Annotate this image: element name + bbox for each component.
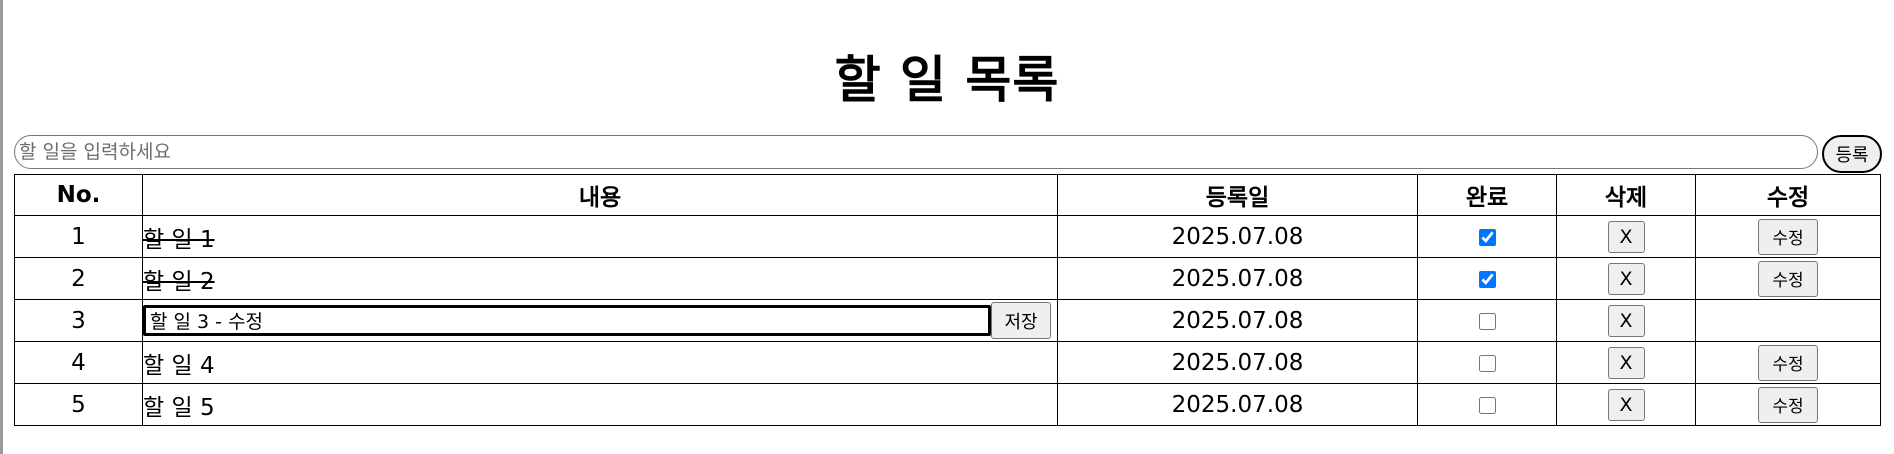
- table-header-row: No. 내용 등록일 완료 삭제 수정: [14, 174, 1881, 216]
- row-number: 5: [14, 383, 143, 426]
- edit-cell: 수정: [1695, 383, 1881, 426]
- edit-form: 저장: [143, 300, 1057, 341]
- todo-text: 할 일 2: [143, 268, 215, 295]
- header-content: 내용: [142, 174, 1058, 216]
- table-row: 5 할 일 5 2025.07.08 X 수정: [14, 383, 1881, 426]
- todo-text: 할 일 1: [143, 226, 215, 253]
- delete-cell: X: [1556, 383, 1696, 426]
- row-number: 1: [14, 215, 143, 258]
- delete-cell: X: [1556, 299, 1696, 342]
- edit-button[interactable]: 수정: [1758, 344, 1818, 381]
- done-checkbox[interactable]: [1478, 396, 1496, 414]
- edit-cell: 수정: [1695, 257, 1881, 300]
- header-date: 등록일: [1057, 174, 1418, 216]
- delete-button[interactable]: X: [1607, 262, 1645, 295]
- row-number: 4: [14, 341, 143, 384]
- table-row: 4 할 일 4 2025.07.08 X 수정: [14, 341, 1881, 384]
- table-row: 1 할 일 1 2025.07.08 X 수정: [14, 215, 1881, 258]
- header-no: No.: [14, 174, 143, 216]
- done-checkbox[interactable]: [1478, 312, 1496, 330]
- done-cell: [1417, 341, 1557, 384]
- todo-text: 할 일 4: [143, 352, 215, 379]
- edit-button[interactable]: 수정: [1758, 260, 1818, 297]
- done-checkbox[interactable]: [1478, 228, 1496, 246]
- row-number: 3: [14, 299, 143, 342]
- delete-cell: X: [1556, 257, 1696, 300]
- delete-cell: X: [1556, 341, 1696, 384]
- todo-text-cell: 할 일 5: [142, 383, 1058, 426]
- registered-date: 2025.07.08: [1057, 299, 1418, 342]
- edit-button[interactable]: 수정: [1758, 218, 1818, 255]
- edit-todo-input[interactable]: [143, 305, 991, 336]
- todo-table: No. 내용 등록일 완료 삭제 수정 1 할 일 1 2025.07.08 X…: [14, 174, 1881, 426]
- registered-date: 2025.07.08: [1057, 215, 1418, 258]
- register-button[interactable]: 등록: [1822, 135, 1882, 173]
- todo-entry-bar: 등록: [14, 135, 1882, 175]
- done-cell: [1417, 257, 1557, 300]
- done-cell: [1417, 215, 1557, 258]
- table-row: 2 할 일 2 2025.07.08 X 수정: [14, 257, 1881, 300]
- row-number: 2: [14, 257, 143, 300]
- delete-button[interactable]: X: [1607, 388, 1645, 421]
- edit-cell: 수정: [1695, 215, 1881, 258]
- table-row-editing: 3 저장 2025.07.08 X: [14, 299, 1881, 342]
- edit-cell-empty: [1695, 299, 1881, 342]
- delete-button[interactable]: X: [1607, 304, 1645, 337]
- edit-button[interactable]: 수정: [1758, 386, 1818, 423]
- todo-edit-cell: 저장: [142, 299, 1058, 342]
- delete-button[interactable]: X: [1607, 220, 1645, 253]
- window-left-edge: [0, 0, 3, 454]
- registered-date: 2025.07.08: [1057, 257, 1418, 300]
- edit-cell: 수정: [1695, 341, 1881, 384]
- todo-input[interactable]: [14, 135, 1818, 169]
- header-done: 완료: [1417, 174, 1557, 216]
- save-button[interactable]: 저장: [991, 302, 1051, 339]
- registered-date: 2025.07.08: [1057, 341, 1418, 384]
- header-delete: 삭제: [1556, 174, 1696, 216]
- header-edit: 수정: [1695, 174, 1881, 216]
- todo-text-cell: 할 일 4: [142, 341, 1058, 384]
- todo-text: 할 일 5: [143, 394, 215, 421]
- done-checkbox[interactable]: [1478, 354, 1496, 372]
- delete-cell: X: [1556, 215, 1696, 258]
- todo-text-cell: 할 일 2: [142, 257, 1058, 300]
- done-cell: [1417, 299, 1557, 342]
- delete-button[interactable]: X: [1607, 346, 1645, 379]
- todo-text-cell: 할 일 1: [142, 215, 1058, 258]
- done-cell: [1417, 383, 1557, 426]
- registered-date: 2025.07.08: [1057, 383, 1418, 426]
- page-title: 할 일 목록: [834, 51, 1060, 109]
- done-checkbox[interactable]: [1478, 270, 1496, 288]
